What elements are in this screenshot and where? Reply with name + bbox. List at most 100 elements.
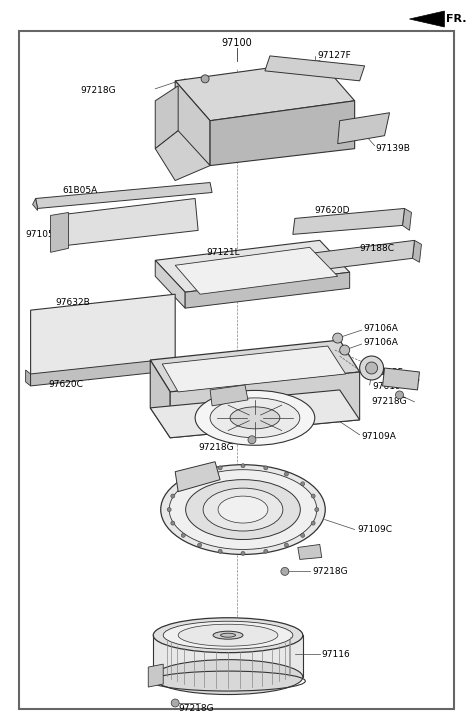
Circle shape (264, 550, 268, 553)
Ellipse shape (210, 398, 300, 438)
Ellipse shape (163, 622, 293, 649)
Ellipse shape (213, 631, 243, 639)
Text: 97632B: 97632B (56, 297, 90, 307)
Text: 97218G: 97218G (371, 398, 407, 406)
Polygon shape (175, 61, 355, 121)
Circle shape (201, 75, 209, 83)
Polygon shape (148, 664, 163, 687)
Ellipse shape (203, 488, 283, 531)
Circle shape (360, 356, 384, 380)
Circle shape (171, 494, 175, 498)
Text: 97121L: 97121L (206, 248, 240, 257)
Ellipse shape (230, 407, 280, 429)
Text: 97106A: 97106A (364, 337, 399, 347)
Polygon shape (175, 462, 220, 491)
Ellipse shape (178, 624, 278, 646)
Polygon shape (155, 241, 350, 292)
Text: 97116: 97116 (322, 650, 351, 659)
Polygon shape (409, 11, 445, 27)
Circle shape (315, 507, 319, 512)
Circle shape (171, 699, 179, 707)
Polygon shape (33, 198, 38, 210)
Circle shape (198, 543, 201, 547)
Polygon shape (162, 346, 346, 392)
Polygon shape (175, 81, 210, 166)
Circle shape (340, 345, 350, 355)
Text: 97218G: 97218G (313, 567, 348, 576)
Circle shape (241, 464, 245, 467)
Circle shape (311, 521, 315, 525)
Circle shape (167, 507, 171, 512)
Text: 97218G: 97218G (178, 704, 214, 713)
Polygon shape (170, 372, 360, 438)
Circle shape (264, 466, 268, 470)
Polygon shape (293, 209, 405, 234)
Ellipse shape (161, 465, 325, 555)
Polygon shape (155, 131, 210, 180)
Ellipse shape (218, 496, 268, 523)
Polygon shape (210, 101, 355, 166)
Polygon shape (30, 358, 178, 386)
Circle shape (281, 567, 289, 575)
Polygon shape (293, 241, 415, 273)
Circle shape (366, 362, 378, 374)
Circle shape (218, 550, 222, 553)
Circle shape (241, 552, 245, 555)
Circle shape (181, 482, 185, 486)
Text: FR.: FR. (446, 14, 467, 24)
Text: 97139B: 97139B (376, 144, 410, 153)
Ellipse shape (186, 480, 300, 539)
Text: 97620D: 97620D (315, 206, 350, 215)
Text: 97620C: 97620C (48, 380, 84, 390)
Polygon shape (155, 86, 178, 148)
Polygon shape (175, 247, 338, 294)
Polygon shape (382, 368, 419, 390)
Circle shape (285, 543, 288, 547)
Ellipse shape (169, 470, 317, 550)
Circle shape (198, 472, 201, 476)
Polygon shape (150, 340, 360, 392)
Polygon shape (150, 360, 170, 438)
Polygon shape (402, 209, 411, 230)
Polygon shape (298, 545, 322, 559)
Polygon shape (210, 385, 248, 406)
Text: 97100: 97100 (222, 38, 252, 48)
Text: 97105C: 97105C (26, 230, 61, 239)
Polygon shape (26, 370, 30, 386)
Polygon shape (36, 182, 212, 209)
Polygon shape (153, 635, 303, 677)
Polygon shape (30, 294, 175, 376)
Polygon shape (338, 113, 389, 144)
Text: 97125F: 97125F (370, 369, 403, 377)
Ellipse shape (153, 659, 303, 694)
Ellipse shape (153, 618, 303, 653)
Circle shape (285, 472, 288, 476)
Polygon shape (412, 241, 421, 262)
Text: 97109C: 97109C (358, 525, 393, 534)
Circle shape (218, 466, 222, 470)
Polygon shape (155, 260, 185, 308)
Circle shape (311, 494, 315, 498)
Text: 97188C: 97188C (360, 244, 395, 253)
Ellipse shape (220, 633, 236, 637)
Text: 97109A: 97109A (361, 433, 397, 441)
Text: 61B05A: 61B05A (63, 186, 98, 195)
Text: 97106A: 97106A (364, 324, 399, 333)
Circle shape (171, 521, 175, 525)
Polygon shape (150, 390, 360, 438)
Circle shape (181, 534, 185, 537)
Circle shape (332, 333, 342, 343)
Text: 97218G: 97218G (80, 87, 116, 95)
Text: 97218G: 97218G (198, 443, 234, 452)
Ellipse shape (195, 390, 315, 445)
Text: 97619: 97619 (372, 382, 401, 391)
Circle shape (301, 482, 304, 486)
Polygon shape (265, 56, 365, 81)
Polygon shape (56, 198, 198, 246)
Circle shape (301, 534, 304, 537)
Circle shape (248, 435, 256, 443)
Circle shape (396, 391, 404, 399)
Polygon shape (50, 212, 68, 252)
Text: 97127F: 97127F (318, 52, 352, 60)
Polygon shape (185, 273, 350, 308)
